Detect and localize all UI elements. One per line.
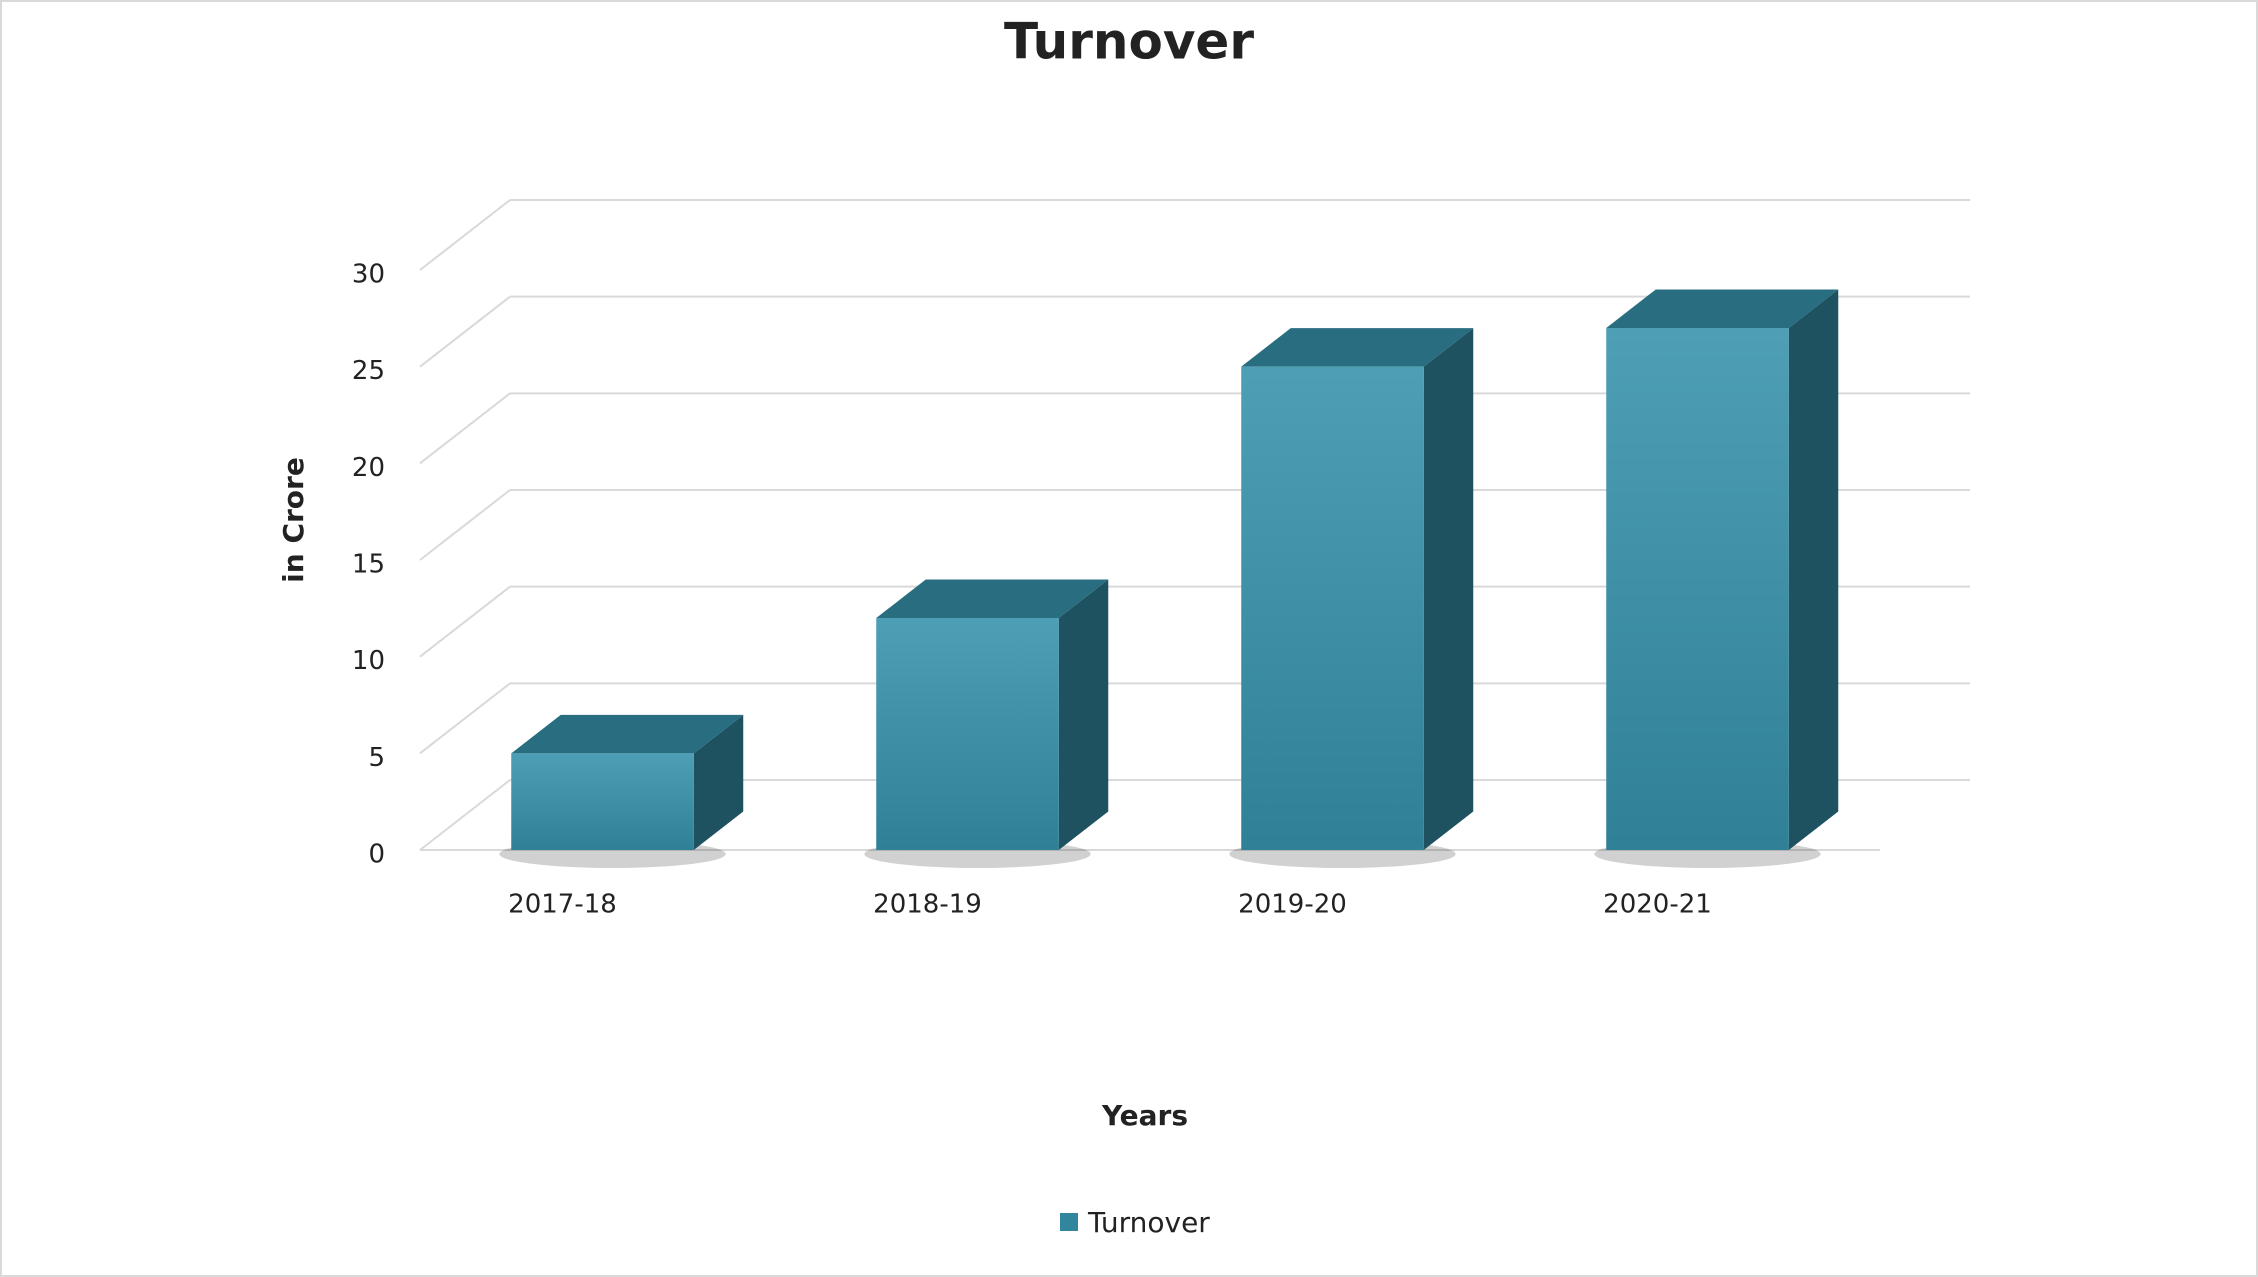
bar-gloss (1606, 328, 1789, 850)
bar-side (693, 714, 744, 850)
x-tick-label: 2020-21 (1603, 890, 1712, 920)
legend-swatch (1060, 1213, 1078, 1231)
legend-label: Turnover (1087, 1206, 1210, 1239)
side-grid-line (419, 489, 511, 561)
bar-top (1606, 289, 1839, 328)
side-grid-line (419, 779, 511, 851)
y-tick-label: 25 (352, 356, 385, 386)
bar-top (876, 579, 1109, 618)
bar-side (1058, 579, 1109, 850)
y-tick-label: 5 (368, 743, 385, 773)
x-axis-label: Years (1101, 1099, 1188, 1132)
x-tick-label: 2018-19 (873, 890, 982, 920)
x-tick-label: 2017-18 (508, 890, 617, 920)
bar-top (511, 714, 744, 754)
y-tick-label: 10 (352, 646, 385, 676)
bar-gloss (511, 753, 694, 850)
bar-side (1423, 328, 1474, 851)
y-axis-label: in Crore (277, 457, 310, 583)
y-tick-label: 30 (352, 260, 385, 290)
side-grid-line (419, 199, 511, 271)
y-tick-label: 15 (352, 550, 385, 580)
x-tick-label: 2019-20 (1238, 890, 1347, 920)
side-grid-line (419, 682, 511, 755)
bar-gloss (1241, 366, 1424, 850)
y-tick-label: 20 (352, 453, 385, 483)
bar-side (1788, 289, 1839, 850)
chart-title: Turnover (1004, 13, 1254, 71)
side-grid-line (419, 392, 511, 465)
bar-gloss (876, 618, 1059, 850)
legend: Turnover (1060, 1206, 1210, 1239)
side-grid-line (419, 295, 511, 368)
bar-top (1241, 328, 1474, 367)
y-tick-label: 0 (368, 840, 385, 870)
side-grid-line (419, 585, 511, 658)
